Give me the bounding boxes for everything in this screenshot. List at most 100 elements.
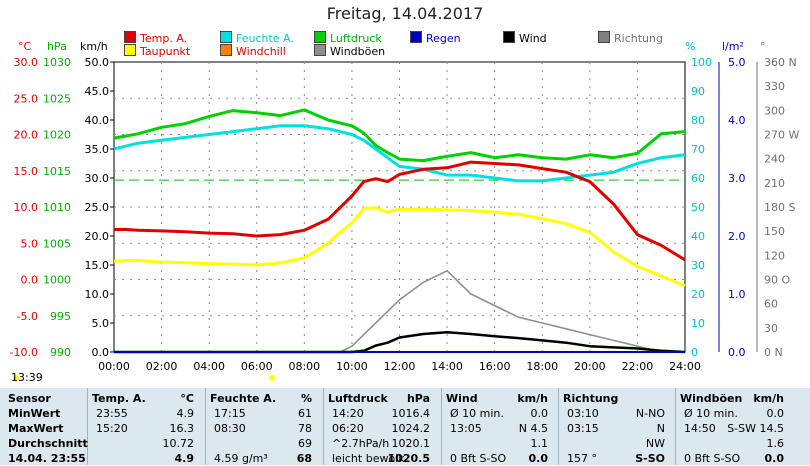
table-header-unit: °C — [180, 392, 194, 405]
table-cell-value: N-NO — [635, 407, 665, 420]
table-header-unit: % — [300, 392, 312, 405]
series-temp-a- — [114, 160, 686, 262]
axis-unit-kmh: km/h — [80, 40, 108, 53]
tick-rain: 5.0 — [728, 56, 746, 69]
table-cell-value: 61 — [298, 407, 312, 420]
tick-time: 18:00 — [526, 360, 558, 373]
tick-time: 24:00 — [669, 360, 701, 373]
tick-deg: 360 N — [764, 56, 797, 69]
tick-rain: 1.0 — [728, 288, 746, 301]
column-separator — [87, 388, 88, 465]
legend-humidity: Feuchte A. — [220, 31, 294, 45]
table-cell-value: NW — [645, 437, 665, 450]
tick-kmh: 40.0 — [85, 114, 110, 127]
table-cell-value: 1.6 — [766, 437, 785, 450]
table-header: Wind — [446, 392, 478, 405]
axis-unit-hpa: hPa — [47, 40, 67, 53]
tick-time: 08:00 — [288, 360, 320, 373]
tick-hpa: 1005 — [43, 237, 71, 250]
table-cell-sub: 0 Bft S-SO — [450, 452, 507, 465]
table-cell-value: S-SO — [635, 452, 665, 465]
table-cell-sub: 4.59 g/m³ — [214, 452, 268, 465]
tick-deg: 0 N — [764, 346, 783, 359]
table-cell-value: 1024.2 — [391, 422, 431, 435]
tick-time: 22:00 — [622, 360, 654, 373]
series-luftdruck — [113, 108, 686, 163]
chart-title: Freitag, 14.04.2017 — [326, 4, 484, 23]
tick-time: 00:00 — [98, 360, 130, 373]
legend-temp: Temp. A. — [124, 31, 187, 45]
tick-rain: 4.0 — [728, 114, 746, 127]
tick-rain: 0.0 — [728, 346, 746, 359]
axis-unit-temp: °C — [18, 40, 32, 53]
legend-direction: Richtung — [598, 31, 663, 45]
axis-unit-deg: ° — [760, 40, 766, 53]
axis-unit-pct: % — [685, 40, 695, 53]
table-row-label: MaxWert — [8, 422, 64, 435]
table-cell-sub: ^2.7hPa/h — [332, 437, 390, 450]
table-cell-value: 0.0 — [764, 452, 785, 465]
column-separator — [675, 388, 676, 465]
sun-marker — [13, 375, 19, 381]
tick-pct: 80 — [691, 114, 705, 127]
column-separator — [323, 388, 324, 465]
series-taupunkt — [113, 206, 686, 288]
table-cell-sub: 13:05 — [450, 422, 482, 435]
table-cell-sub: 14:50 — [684, 422, 716, 435]
tick-hpa: 1015 — [43, 165, 71, 178]
table-header-unit: km/h — [753, 392, 784, 405]
tick-kmh: 10.0 — [85, 288, 110, 301]
table-row-label: 14.04. 23:55 — [8, 452, 86, 465]
tick-hpa: 1025 — [43, 92, 71, 105]
axis-unit-rain: l/m² — [722, 40, 744, 53]
tick-hpa: 1000 — [43, 274, 71, 287]
tick-deg: 150 — [764, 225, 785, 238]
tick-kmh: 15.0 — [85, 259, 110, 272]
tick-temp: 10.0 — [14, 201, 39, 214]
tick-hpa: 995 — [50, 310, 71, 323]
table-cell-value: 16.3 — [169, 422, 195, 435]
tick-kmh: 20.0 — [85, 230, 110, 243]
tick-pct: 90 — [691, 85, 705, 98]
column-separator — [441, 388, 442, 465]
tick-pct: 100 — [691, 56, 712, 69]
table-cell-sub: 15:20 — [96, 422, 128, 435]
tick-pct: 70 — [691, 143, 705, 156]
tick-pct: 40 — [691, 230, 705, 243]
legend-rain: Regen — [410, 31, 461, 45]
table-cell-sub: 17:15 — [214, 407, 246, 420]
legend: Temp. A. Feuchte A. Luftdruck Regen Wind… — [0, 30, 810, 58]
tick-hpa: 1030 — [43, 56, 71, 69]
sunrise-marker — [269, 375, 275, 381]
column-separator — [558, 388, 559, 465]
table-cell-sub: Ø 10 min. — [684, 407, 738, 420]
table-cell-sub: 03:10 — [567, 407, 599, 420]
table-cell-value: S-SW 14.5 — [727, 422, 784, 435]
tick-time: 02:00 — [146, 360, 178, 373]
table-cell-value: N — [656, 422, 665, 435]
tick-deg: 90 O — [764, 274, 790, 287]
table-cell-value: 10.72 — [162, 437, 195, 450]
table-cell-value: N 4.5 — [518, 422, 548, 435]
tick-deg: 30 — [764, 322, 778, 335]
tick-hpa: 1010 — [43, 201, 71, 214]
table-cell-sub: 14:20 — [332, 407, 364, 420]
tick-rain: 3.0 — [728, 172, 746, 185]
legend-windchill: Windchill — [220, 44, 286, 58]
tick-time: 04:00 — [193, 360, 225, 373]
tick-kmh: 50.0 — [85, 56, 110, 69]
tick-kmh: 0.0 — [92, 346, 110, 359]
series-feuchte-a- — [113, 124, 686, 183]
table-cell-value: 1016.4 — [391, 407, 431, 420]
tick-pct: 10 — [691, 317, 705, 330]
tick-rain: 2.0 — [728, 230, 746, 243]
table-cell-value: 68 — [296, 452, 312, 465]
table-header-unit: km/h — [517, 392, 548, 405]
tick-deg: 240 — [764, 153, 785, 166]
column-separator — [205, 388, 206, 465]
tick-temp: -5.0 — [17, 310, 38, 323]
legend-pressure: Luftdruck — [314, 31, 382, 45]
tick-pct: 0 — [691, 346, 698, 359]
table-header-unit: hPa — [406, 392, 430, 405]
tick-time: 16:00 — [479, 360, 511, 373]
